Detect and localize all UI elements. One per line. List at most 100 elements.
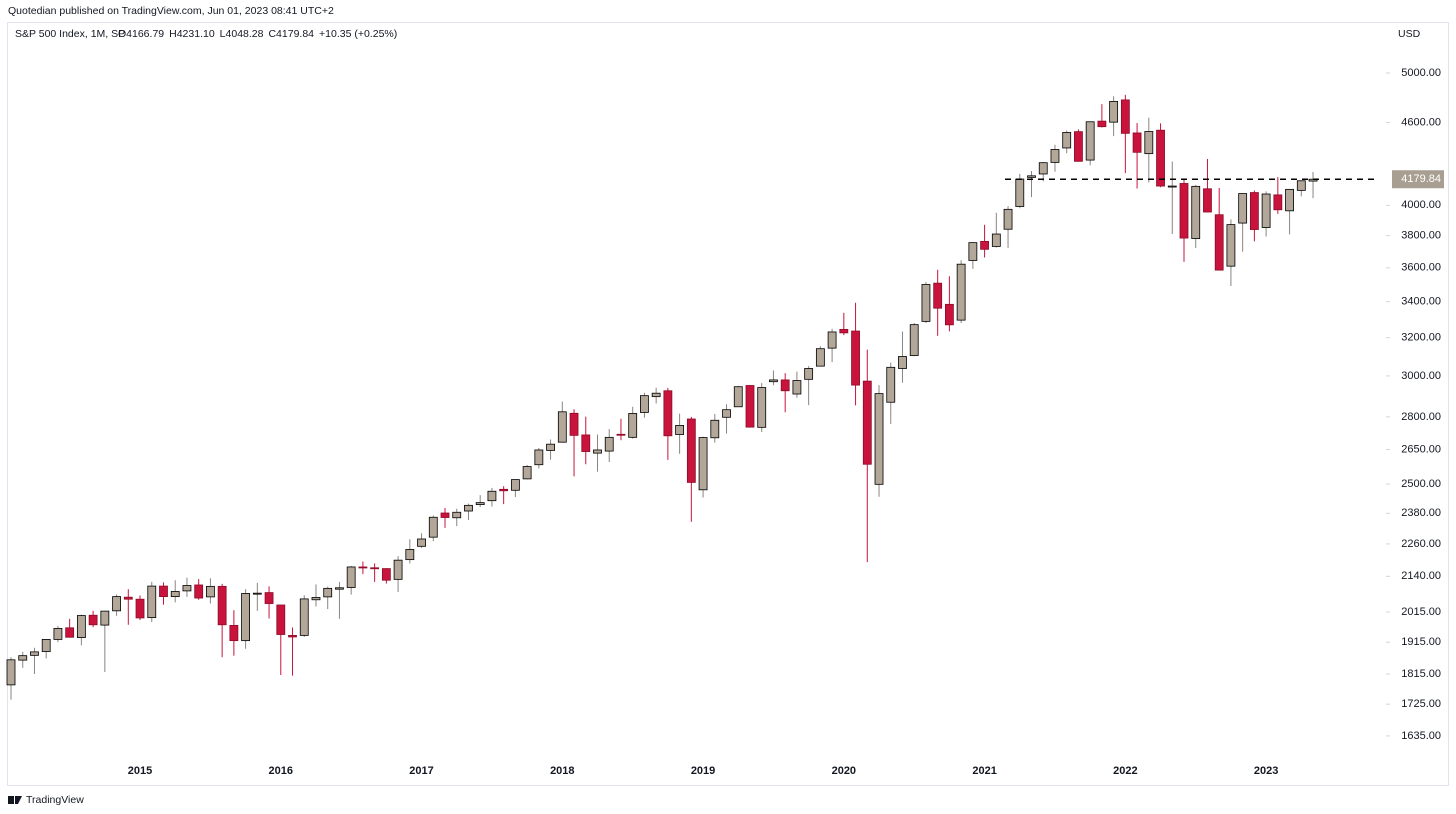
x-tick-label: 2016 <box>269 765 293 777</box>
candle-body <box>522 466 532 480</box>
candle-body <box>217 585 227 626</box>
candle-body <box>346 566 356 588</box>
candle-body <box>1238 193 1248 224</box>
candle-body <box>534 449 544 466</box>
candle-body <box>1249 192 1259 230</box>
ohlc-value: +10.35 (+0.25%) <box>319 28 397 40</box>
candle-body <box>440 512 450 518</box>
candle-body <box>851 330 860 386</box>
candle-body <box>546 443 555 451</box>
candle-body <box>1038 162 1048 175</box>
candle-body <box>1203 188 1212 213</box>
candle-body <box>780 379 790 392</box>
candle-body <box>475 502 485 506</box>
candle-body <box>557 411 567 443</box>
candle-body <box>76 615 86 638</box>
y-tick-label: 3800.00 <box>1401 230 1441 242</box>
candle-body <box>1062 132 1072 149</box>
x-tick-label: 2019 <box>691 765 715 777</box>
y-tick-label: 3600.00 <box>1401 262 1441 274</box>
candle-body <box>428 516 438 538</box>
candle-body <box>815 348 825 367</box>
candle-body <box>393 559 403 580</box>
candle-body <box>640 395 649 413</box>
y-tick-label: 2380.00 <box>1401 507 1441 519</box>
candle-body <box>898 356 907 369</box>
candle-body <box>1132 132 1142 153</box>
candle-body <box>417 538 426 547</box>
last-price-box <box>1392 170 1444 189</box>
candle-body <box>288 635 297 638</box>
candle-body <box>464 504 473 512</box>
candle-body <box>499 488 509 492</box>
candle-body <box>18 655 28 661</box>
candle-body <box>581 434 591 452</box>
y-tick-label: 2260.00 <box>1401 538 1441 550</box>
footer-brand: TradingView <box>26 794 84 806</box>
candle-body <box>1003 208 1013 230</box>
logo <box>8 796 22 804</box>
candle-body <box>593 449 602 454</box>
candle-body <box>30 651 39 656</box>
candle-body <box>710 419 720 439</box>
candle-body <box>722 409 731 418</box>
candle-body <box>405 549 415 561</box>
logo-mark <box>8 796 14 804</box>
logo-mark <box>15 796 22 804</box>
candle-body <box>675 425 685 435</box>
candle-body <box>112 596 121 612</box>
candle-body <box>1179 183 1189 239</box>
candle-body <box>757 387 767 428</box>
candle-body <box>839 328 849 334</box>
candle-body <box>1285 188 1294 212</box>
x-tick-label: 2020 <box>832 765 856 777</box>
candle-body <box>452 511 462 519</box>
candle-body <box>510 479 520 491</box>
candle-body <box>100 610 110 626</box>
candle-body <box>745 385 755 428</box>
y-tick-label: 1915.00 <box>1401 636 1441 648</box>
candle-body <box>945 303 954 326</box>
candle-body <box>921 284 931 322</box>
publisher-note: Quotedian published on TradingView.com, … <box>8 5 334 17</box>
candle-body <box>569 412 579 436</box>
x-tick-label: 2015 <box>128 765 152 777</box>
candle-body <box>241 593 251 642</box>
candle-body <box>370 567 380 570</box>
candle-body <box>1050 149 1060 163</box>
y-tick-label: 2650.00 <box>1401 443 1441 455</box>
y-tick-label: 1815.00 <box>1401 668 1441 680</box>
candle-body <box>1156 129 1165 187</box>
candle-body <box>381 568 391 581</box>
candle-body <box>769 379 778 383</box>
candle-body <box>1120 99 1130 134</box>
candle-body <box>991 233 1001 247</box>
y-tick-label: 3200.00 <box>1401 332 1441 344</box>
y-tick-label: 3000.00 <box>1401 370 1441 382</box>
candle-body <box>792 380 802 395</box>
y-tick-label: 1725.00 <box>1401 698 1441 710</box>
x-tick-label: 2018 <box>550 765 574 777</box>
candle-body <box>1109 100 1119 123</box>
ohlc-value: H4231.10 <box>169 28 215 40</box>
candle-body <box>182 585 192 592</box>
candle-body <box>487 490 497 502</box>
candle-body <box>980 240 989 250</box>
candle-body <box>1027 175 1036 178</box>
candle-body <box>299 598 309 636</box>
candle-body <box>604 436 614 452</box>
x-tick-label: 2023 <box>1254 765 1278 777</box>
y-tick-label: 2800.00 <box>1401 411 1441 423</box>
candle-body <box>968 242 978 261</box>
candle-body <box>651 392 661 398</box>
candle-body <box>264 592 274 604</box>
candle-body <box>147 585 157 619</box>
candle-body <box>956 263 966 321</box>
candle-body <box>65 627 75 638</box>
candle-body <box>616 433 626 436</box>
y-tick-label: 1635.00 <box>1401 730 1441 742</box>
ohlc-value: L4048.28 <box>220 28 264 40</box>
chart-frame <box>7 22 1449 786</box>
